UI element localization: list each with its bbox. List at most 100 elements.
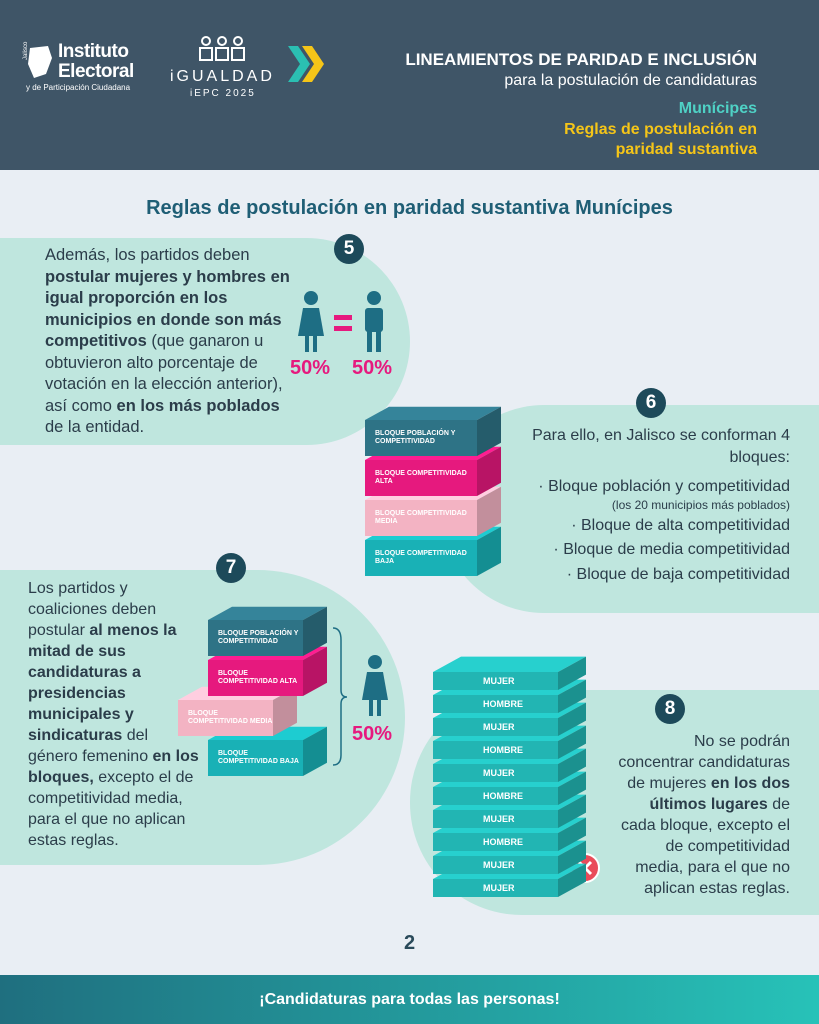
block-label-box: MUJER	[483, 815, 515, 824]
list-item: · Bloque de media competitividad	[553, 541, 790, 558]
block-side	[558, 748, 586, 782]
block-side	[558, 794, 586, 828]
block-label-box: HOMBRE	[483, 745, 523, 755]
block-side	[558, 771, 586, 805]
logo-line: Electoral	[58, 61, 134, 82]
list-item: · Bloque de alta competitividad	[571, 516, 790, 534]
block-side	[303, 606, 327, 656]
block-label: BLOQUE COMPETITIVIDAD BAJA	[218, 750, 299, 765]
block-label: HOMBRE	[483, 699, 523, 709]
block-side	[558, 656, 586, 690]
block-label-box: BLOQUE POBLACIÓN Y COMPETITIVIDAD	[375, 430, 455, 445]
title: LINEAMIENTOS DE PARIDAD E INCLUSIÓN	[405, 50, 757, 69]
block-label-box: BLOQUE POBLACIÓN Y COMPETITIVIDAD	[218, 630, 299, 645]
logo-line: Instituto	[58, 41, 129, 62]
percent: 50%	[352, 357, 393, 379]
block-side	[558, 840, 586, 874]
woman-icon	[362, 655, 388, 716]
block-side	[477, 526, 501, 576]
text: de la entidad.	[45, 418, 145, 436]
brace	[332, 627, 348, 766]
block-label-box: BLOQUE COMPETITIVIDAD MEDIA	[188, 710, 272, 725]
block-label: BLOQUE COMPETITIVIDAD ALTA	[375, 470, 467, 485]
block-front	[433, 718, 558, 736]
block-side	[558, 702, 586, 736]
rule-text: Los partidos y coaliciones deben postula…	[28, 578, 200, 851]
block-label: BLOQUE POBLACIÓN Y COMPETITIVIDAD	[218, 630, 299, 645]
footer: ¡Candidaturas para todas las personas!	[0, 975, 819, 1024]
topic: Reglas de postulación en paridad sustant…	[564, 121, 757, 158]
block-label: MUJER	[483, 860, 515, 870]
badge-edition: iEPC 2025	[190, 88, 256, 99]
block-label: BLOQUE COMPETITIVIDAD ALTA	[218, 670, 298, 685]
block-label-box: MUJER	[483, 722, 515, 732]
percent: 50%	[290, 357, 331, 379]
rule-number: 5	[334, 234, 364, 264]
text: excepto el de competitividad media, para…	[28, 769, 194, 849]
block-top	[433, 656, 586, 672]
header: Jalisco Instituto Electoral y de Partici…	[0, 0, 819, 170]
intro: Para ello, en Jalisco se conforman 4 blo…	[532, 427, 790, 466]
text-bold: en los más poblados	[116, 396, 280, 415]
block-label-box: BLOQUE COMPETITIVIDAD ALTA	[375, 470, 467, 485]
rule-number: 6	[636, 388, 666, 418]
block-label-box: MUJER	[483, 676, 515, 686]
badge-name: iGUALDAD	[170, 68, 275, 85]
block-side	[273, 686, 297, 736]
block-label: MUJER	[483, 722, 515, 732]
block-side	[558, 725, 586, 759]
chevrons	[288, 46, 324, 82]
block-label: HOMBRE	[483, 837, 523, 847]
block-front	[365, 460, 477, 496]
block-label-box: MUJER	[483, 768, 515, 778]
block-label: MUJER	[483, 768, 515, 778]
text: Los partidos y coaliciones deben postula…	[28, 580, 157, 639]
block-top	[208, 606, 327, 620]
block-side	[558, 679, 586, 713]
list-item: · Bloque población y competitividad	[538, 478, 790, 495]
block-front	[433, 764, 558, 782]
section: Munícipes	[678, 100, 757, 117]
block: BLOQUE POBLACIÓN Y COMPETITIVIDAD	[365, 406, 501, 456]
item: Bloque población y competitividad	[548, 478, 790, 495]
block-front	[433, 810, 558, 828]
block: BLOQUE POBLACIÓN Y COMPETITIVIDAD	[208, 606, 327, 656]
block-label-box: HOMBRE	[483, 837, 523, 847]
block-front	[208, 660, 303, 696]
rule-text: Para ello, en Jalisco se conforman 4 blo…	[480, 425, 790, 585]
block-front	[433, 787, 558, 805]
block-front	[365, 500, 477, 536]
block-label-box: BLOQUE COMPETITIVIDAD ALTA	[218, 670, 298, 685]
badge-icon	[199, 36, 245, 61]
text-bold: en los dos últimos lugares	[649, 775, 791, 813]
block-front	[433, 856, 558, 874]
block-label: MUJER	[483, 883, 515, 893]
text-bold: al menos la mitad de sus candidaturas a …	[28, 622, 177, 744]
block-label-box: MUJER	[483, 860, 515, 870]
block-label-box: BLOQUE COMPETITIVIDAD MEDIA	[375, 510, 467, 525]
block-label: MUJER	[483, 676, 515, 686]
block-front	[433, 695, 558, 713]
block-front	[433, 833, 558, 851]
block-front	[208, 620, 303, 656]
equals	[334, 315, 352, 331]
logo-icon	[28, 46, 52, 78]
text: de cada bloque, excepto el de competitiv…	[620, 796, 790, 897]
text: (que ganaron u obtuvieron alto porcentaj…	[45, 332, 283, 415]
woman-icon	[298, 291, 324, 352]
block-label: HOMBRE	[483, 745, 523, 755]
block-front	[365, 540, 477, 576]
rule-number: 7	[216, 553, 246, 583]
page-number: 2	[403, 932, 416, 954]
note: (los 20 municipios más poblados)	[611, 497, 790, 512]
block-top	[365, 406, 501, 420]
subtitle: para la postulación de candidaturas	[504, 72, 757, 89]
block-side	[477, 486, 501, 536]
block-side	[477, 446, 501, 496]
item: Bloque de alta competitividad	[580, 516, 790, 534]
rule-text: Además, los partidos deben postular muje…	[45, 245, 290, 439]
block-front	[433, 672, 558, 690]
